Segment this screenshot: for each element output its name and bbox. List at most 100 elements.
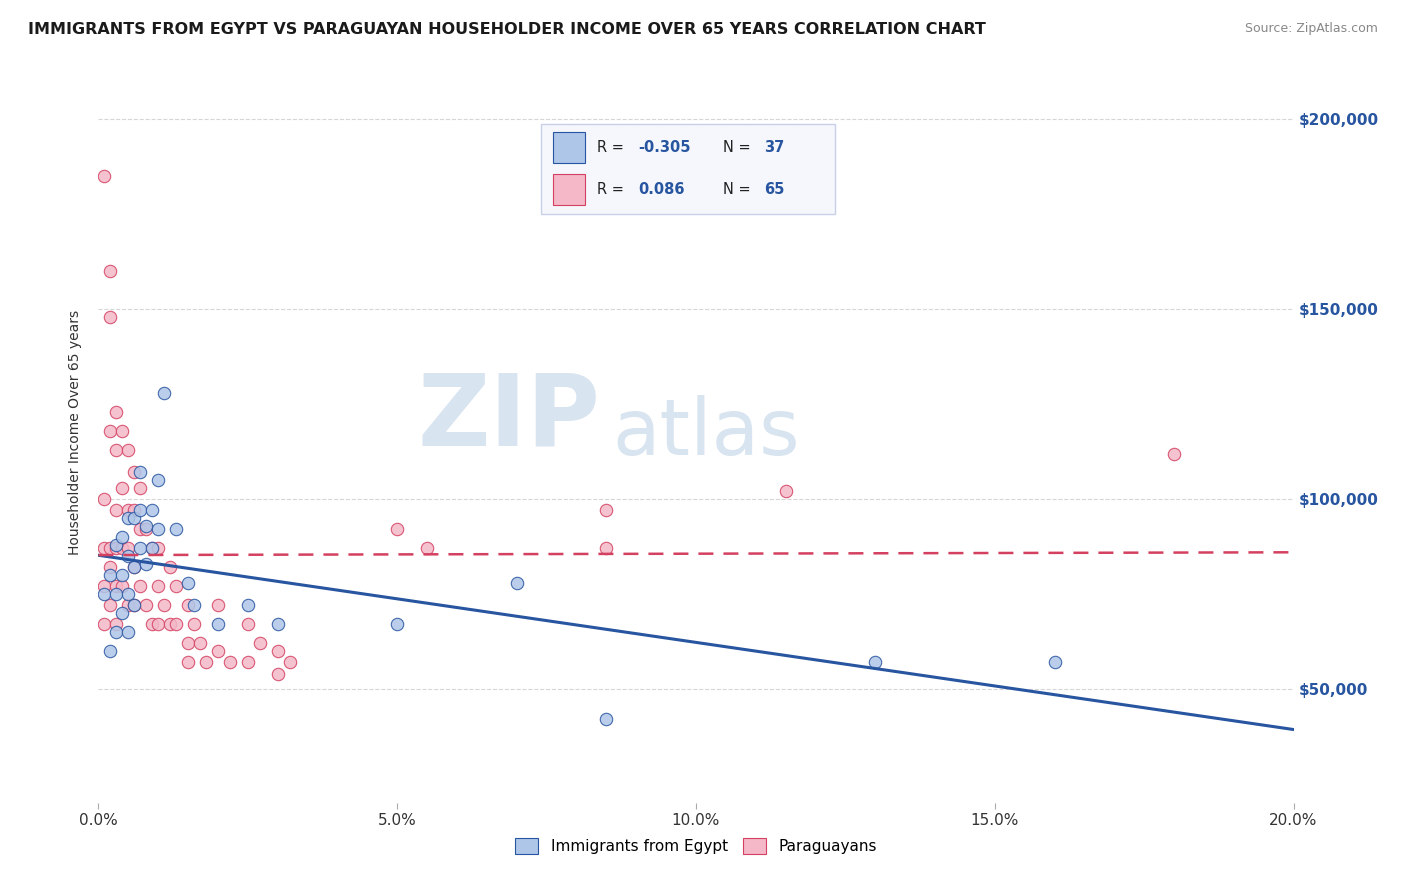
- Point: [129, 481, 152, 495]
- Point: [93, 587, 115, 601]
- Point: [183, 617, 205, 632]
- Point: [93, 169, 115, 184]
- Point: [105, 442, 128, 457]
- Point: [117, 587, 139, 601]
- Point: [236, 617, 259, 632]
- Point: [105, 541, 128, 556]
- Point: [1043, 656, 1066, 670]
- Point: [98, 264, 122, 278]
- FancyBboxPatch shape: [541, 124, 835, 213]
- Point: [111, 568, 134, 582]
- Point: [148, 579, 170, 593]
- Point: [105, 617, 128, 632]
- Text: N =: N =: [723, 140, 755, 155]
- Point: [117, 503, 139, 517]
- Point: [385, 617, 409, 632]
- Point: [105, 405, 128, 419]
- Point: [159, 617, 181, 632]
- Point: [165, 579, 187, 593]
- Point: [93, 579, 115, 593]
- Point: [129, 523, 152, 537]
- Point: [98, 424, 122, 438]
- Point: [148, 541, 170, 556]
- Point: [135, 518, 157, 533]
- Point: [267, 617, 290, 632]
- Point: [111, 541, 134, 556]
- Point: [177, 599, 200, 613]
- Point: [153, 385, 176, 400]
- Point: [165, 617, 187, 632]
- Text: IMMIGRANTS FROM EGYPT VS PARAGUAYAN HOUSEHOLDER INCOME OVER 65 YEARS CORRELATION: IMMIGRANTS FROM EGYPT VS PARAGUAYAN HOUS…: [28, 22, 986, 37]
- Point: [117, 442, 139, 457]
- Point: [865, 656, 887, 670]
- Point: [141, 541, 163, 556]
- Point: [416, 541, 439, 556]
- Point: [105, 503, 128, 517]
- Legend: Immigrants from Egypt, Paraguayans: Immigrants from Egypt, Paraguayans: [508, 830, 884, 862]
- Text: 0.086: 0.086: [638, 182, 685, 197]
- Point: [124, 599, 146, 613]
- Point: [117, 541, 139, 556]
- Point: [105, 587, 128, 601]
- Point: [775, 484, 797, 499]
- Point: [93, 617, 115, 632]
- Text: 65: 65: [765, 182, 785, 197]
- Point: [267, 666, 290, 681]
- Point: [129, 503, 152, 517]
- Point: [93, 541, 115, 556]
- Point: [129, 466, 152, 480]
- Text: -0.305: -0.305: [638, 140, 690, 155]
- Point: [111, 579, 134, 593]
- Point: [159, 560, 181, 574]
- Text: R =: R =: [596, 140, 628, 155]
- Point: [117, 511, 139, 525]
- Point: [105, 579, 128, 593]
- Point: [177, 575, 200, 590]
- Point: [249, 636, 271, 650]
- Point: [219, 656, 242, 670]
- Point: [98, 644, 122, 658]
- Point: [129, 541, 152, 556]
- Text: atlas: atlas: [613, 394, 800, 471]
- Text: R =: R =: [596, 182, 628, 197]
- Point: [1163, 446, 1185, 460]
- Point: [98, 310, 122, 324]
- Point: [177, 636, 200, 650]
- Point: [148, 523, 170, 537]
- Bar: [553, 174, 585, 204]
- Point: [124, 599, 146, 613]
- Point: [129, 579, 152, 593]
- Point: [124, 560, 146, 574]
- Bar: [553, 132, 585, 162]
- Point: [148, 617, 170, 632]
- Point: [111, 530, 134, 544]
- Point: [98, 568, 122, 582]
- Point: [236, 656, 259, 670]
- Point: [135, 599, 157, 613]
- Point: [183, 599, 205, 613]
- Point: [124, 466, 146, 480]
- Y-axis label: Householder Income Over 65 years: Householder Income Over 65 years: [69, 310, 83, 555]
- Text: ZIP: ZIP: [418, 369, 600, 467]
- Point: [236, 599, 259, 613]
- Point: [141, 503, 163, 517]
- Text: 37: 37: [765, 140, 785, 155]
- Point: [207, 617, 229, 632]
- Point: [98, 560, 122, 574]
- Point: [165, 523, 187, 537]
- Point: [124, 511, 146, 525]
- Point: [105, 538, 128, 552]
- Point: [111, 424, 134, 438]
- Point: [117, 599, 139, 613]
- Point: [207, 644, 229, 658]
- Point: [195, 656, 218, 670]
- Point: [98, 541, 122, 556]
- Point: [135, 523, 157, 537]
- Point: [124, 560, 146, 574]
- Point: [267, 644, 290, 658]
- Point: [111, 606, 134, 620]
- Text: N =: N =: [723, 182, 755, 197]
- Point: [595, 503, 617, 517]
- Point: [595, 712, 617, 726]
- Point: [177, 656, 200, 670]
